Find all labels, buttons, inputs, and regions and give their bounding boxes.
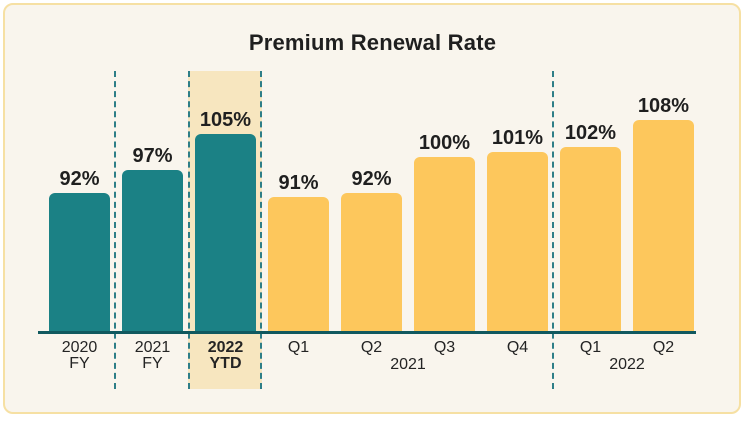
- x-label-2020-fy: 2020 FY: [61, 339, 98, 372]
- x-label-2022-ytd: 2022 YTD: [207, 339, 244, 372]
- value-label-2021-q3: 100%: [418, 132, 471, 154]
- bar-2021-q3: [414, 157, 475, 334]
- group-label-2021: 2021: [390, 356, 426, 373]
- value-label-2022-ytd: 105%: [199, 109, 252, 131]
- bar-2021-q1: [268, 197, 329, 334]
- bar-2022-q1: [560, 147, 621, 334]
- x-label-2021-q2: Q2: [360, 339, 383, 356]
- bar-2020-fy: [49, 193, 110, 334]
- value-label-2021-q4: 101%: [491, 127, 544, 149]
- bar-2021-q2: [341, 193, 402, 334]
- x-label-2021-q4: Q4: [506, 339, 529, 356]
- value-label-2022-q2: 108%: [637, 95, 690, 117]
- group-label-2022: 2022: [609, 356, 645, 373]
- value-label-2021-fy: 97%: [132, 145, 173, 167]
- x-axis-line: [38, 331, 696, 334]
- chart-title: Premium Renewal Rate: [248, 30, 497, 55]
- x-label-2022-q2: Q2: [652, 339, 675, 356]
- value-label-2021-q2: 92%: [351, 168, 392, 190]
- value-label-2021-q1: 91%: [278, 172, 319, 194]
- bar-2022-q2: [633, 120, 694, 334]
- bar-2021-fy: [122, 170, 183, 334]
- value-label-2020-fy: 92%: [59, 168, 100, 190]
- bar-2021-q4: [487, 152, 548, 334]
- dashed-separator-fy: [114, 71, 116, 389]
- value-label-2022-q1: 102%: [564, 122, 617, 144]
- bar-2022-ytd: [195, 134, 256, 334]
- x-label-2021-fy: 2021 FY: [134, 339, 171, 372]
- x-label-2021-q3: Q3: [433, 339, 456, 356]
- dashed-separator-2021-2022: [552, 71, 554, 389]
- x-label-2022-q1: Q1: [579, 339, 602, 356]
- x-label-2021-q1: Q1: [287, 339, 310, 356]
